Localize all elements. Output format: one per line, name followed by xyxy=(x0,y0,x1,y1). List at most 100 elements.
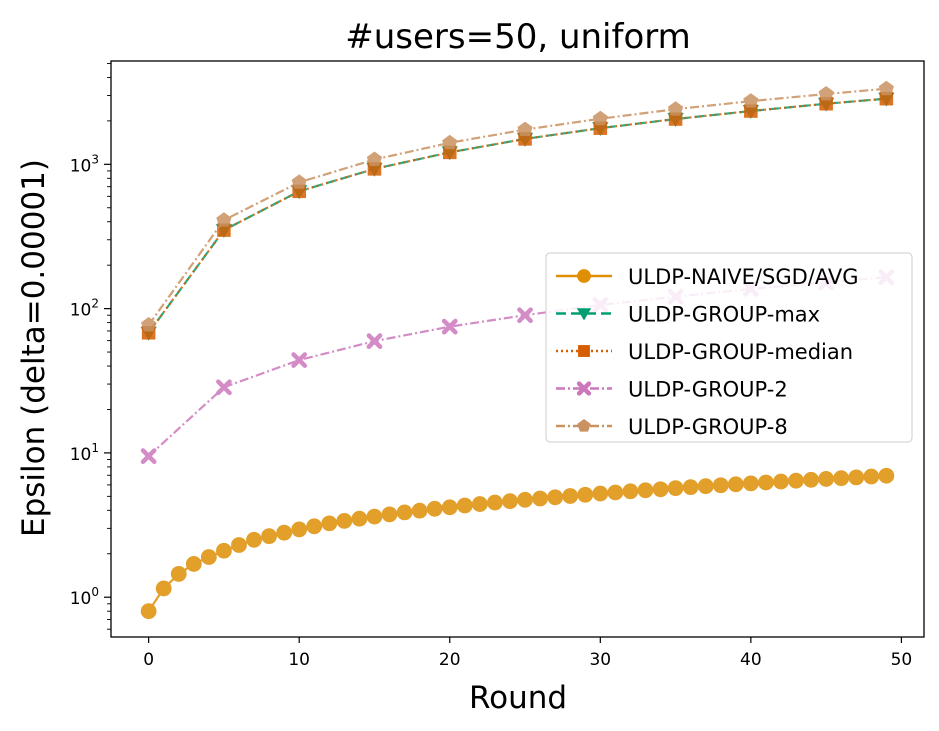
y-axis-label: Epsilon (delta=0.00001) xyxy=(16,159,52,537)
data-point xyxy=(216,542,232,559)
data-point xyxy=(742,475,759,492)
y-tick-label: 103 xyxy=(70,152,99,176)
legend-marker xyxy=(576,308,592,321)
data-point xyxy=(818,471,835,487)
data-point xyxy=(727,476,744,493)
data-point xyxy=(818,86,834,101)
legend-label: ULDP-GROUP-2 xyxy=(628,378,788,402)
legend-box xyxy=(545,252,913,443)
data-point xyxy=(366,333,383,350)
legend-marker xyxy=(578,345,590,357)
legend-label: ULDP-GROUP-max xyxy=(628,303,820,327)
data-point xyxy=(607,484,624,501)
series-4 xyxy=(141,80,894,332)
data-point xyxy=(773,473,789,490)
data-point xyxy=(592,485,609,502)
data-point xyxy=(517,121,533,137)
data-point xyxy=(291,521,308,538)
legend-item: ULDP-GROUP-2 xyxy=(556,378,788,402)
data-point xyxy=(185,556,202,572)
data-point xyxy=(652,481,669,498)
data-point xyxy=(442,134,458,150)
data-point xyxy=(743,93,759,108)
data-point xyxy=(712,477,729,494)
data-point xyxy=(863,468,880,485)
data-point xyxy=(667,101,684,116)
data-point xyxy=(848,469,865,486)
x-tick-label: 30 xyxy=(589,650,611,670)
x-tick-label: 10 xyxy=(288,650,310,670)
data-point xyxy=(456,497,473,514)
data-point xyxy=(803,471,819,488)
data-point xyxy=(306,518,323,535)
data-point xyxy=(441,499,458,516)
legend-label: ULDP-GROUP-8 xyxy=(628,415,788,439)
data-point xyxy=(140,448,157,465)
legend-item: ULDP-GROUP-max xyxy=(556,303,820,327)
series-0 xyxy=(140,467,895,620)
data-point xyxy=(231,537,247,553)
legend-item: ULDP-GROUP-median xyxy=(556,340,853,364)
data-point xyxy=(758,474,774,491)
legend-marker xyxy=(577,419,591,432)
data-point xyxy=(411,502,428,519)
y-tick-label: 102 xyxy=(70,297,99,321)
plot-area xyxy=(140,80,895,620)
data-point xyxy=(441,318,458,335)
data-point xyxy=(878,80,894,96)
legend-marker xyxy=(576,381,592,396)
data-point xyxy=(216,212,232,227)
x-axis-ticks: 0 10 20 30 40 50 xyxy=(143,637,912,670)
legend: ULDP-NAIVE/SGD/AVG ULDP-GROUP-max ULDP-GRO… xyxy=(545,252,913,443)
data-point xyxy=(637,482,654,499)
data-point xyxy=(276,524,293,541)
y-axis-ticks: 100 101 102 103 xyxy=(70,63,111,630)
data-point xyxy=(140,603,157,620)
data-point xyxy=(216,379,232,396)
data-point xyxy=(517,307,533,324)
data-point xyxy=(291,174,307,189)
data-point xyxy=(351,510,368,527)
data-point xyxy=(155,580,172,597)
data-point xyxy=(592,110,608,126)
data-point xyxy=(532,490,548,507)
data-point xyxy=(682,479,699,496)
data-point xyxy=(547,489,564,506)
x-axis-label: Round xyxy=(469,680,567,716)
data-point xyxy=(622,483,639,500)
legend-item: ULDP-NAIVE/SGD/AVG xyxy=(556,265,859,289)
y-tick-label: 100 xyxy=(70,585,99,609)
data-point xyxy=(471,496,488,512)
chart-title: #users=50, uniform xyxy=(345,17,691,57)
legend-label: ULDP-NAIVE/SGD/AVG xyxy=(628,265,859,289)
data-point xyxy=(487,494,503,511)
data-point xyxy=(170,566,187,582)
series-line xyxy=(147,97,887,334)
legend-marker xyxy=(577,269,591,283)
data-point xyxy=(381,506,398,523)
data-point xyxy=(261,528,277,545)
data-point xyxy=(878,467,895,484)
x-tick-label: 40 xyxy=(740,650,762,670)
x-tick-label: 0 xyxy=(143,650,154,670)
x-tick-label: 20 xyxy=(439,650,461,670)
data-point xyxy=(697,478,714,495)
data-point xyxy=(246,531,262,548)
data-point xyxy=(321,515,338,532)
x-tick-label: 50 xyxy=(891,650,913,670)
data-point xyxy=(577,486,594,503)
data-point xyxy=(366,508,383,525)
legend-item: ULDP-GROUP-8 xyxy=(556,415,788,439)
data-point xyxy=(396,504,413,521)
data-point xyxy=(141,317,157,332)
data-point xyxy=(366,151,383,166)
data-point xyxy=(200,549,217,565)
series-2 xyxy=(141,91,894,340)
data-point xyxy=(517,491,533,508)
data-point xyxy=(426,500,443,517)
data-point xyxy=(562,488,579,504)
y-tick-label: 101 xyxy=(70,441,99,465)
data-point xyxy=(336,512,353,529)
data-point xyxy=(502,493,518,510)
